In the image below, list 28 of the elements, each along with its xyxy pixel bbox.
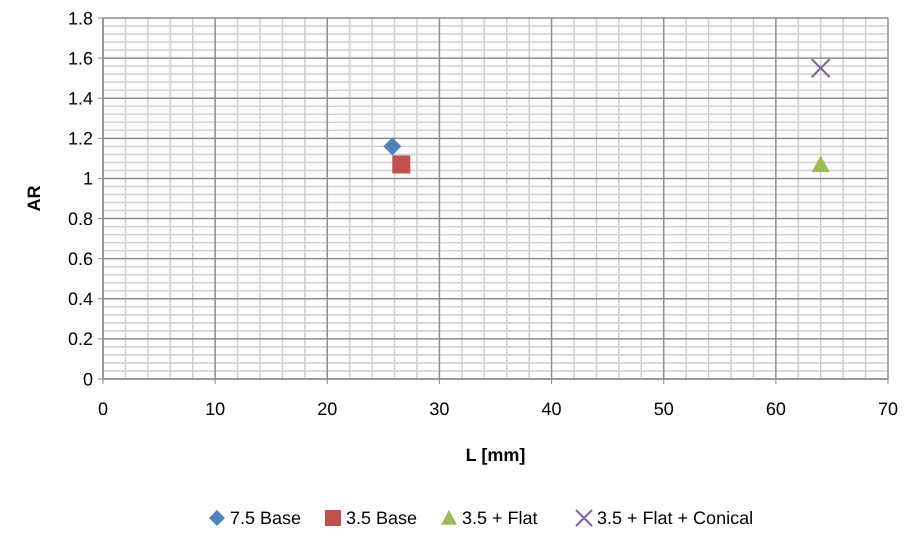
- x-axis-title: L [mm]: [466, 445, 526, 465]
- legend-label: 3.5 + Flat + Conical: [597, 508, 754, 528]
- y-tick-label: 1.4: [68, 88, 93, 109]
- point: [392, 155, 410, 174]
- legend-label: 3.5 Base: [346, 508, 418, 528]
- x-tick-label: 30: [429, 399, 450, 419]
- point: [812, 155, 830, 172]
- x-tick-label: 60: [766, 399, 786, 419]
- legend-label: 7.5 Base: [230, 508, 302, 528]
- y-tick-label: 0.2: [68, 329, 93, 350]
- point: [383, 137, 402, 156]
- x-tick-label: 10: [205, 399, 226, 419]
- y-tick-label: 1.2: [68, 128, 93, 149]
- y-tick-label: 1: [82, 168, 93, 189]
- y-tick-label: 1.8: [68, 8, 93, 28]
- legend-label: 3.5 + Flat: [462, 508, 538, 528]
- y-tick-label: 1.6: [68, 48, 93, 68]
- point: [810, 58, 831, 78]
- x-tick-label: 70: [878, 399, 898, 419]
- x-tick-label: 50: [654, 399, 674, 419]
- x-tick-label: 20: [317, 399, 338, 419]
- y-tick-label: 0.6: [68, 248, 93, 269]
- x-tick-label: 0: [98, 399, 108, 419]
- y-tick-label: 0: [82, 369, 93, 390]
- y-tick-label: 0.8: [68, 208, 93, 229]
- x-tick-label: 40: [542, 399, 562, 419]
- y-axis-title: AR: [24, 186, 44, 212]
- y-tick-label: 0.4: [68, 289, 93, 310]
